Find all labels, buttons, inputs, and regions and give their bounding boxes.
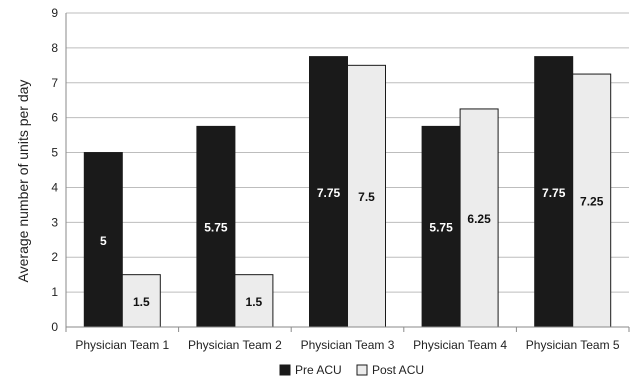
bar-post-acu — [347, 64, 386, 328]
x-tick-label: Physician Team 1 — [75, 338, 169, 352]
y-tick-label: 2 — [51, 250, 58, 264]
bar-pre-acu — [83, 152, 123, 328]
y-tick-label: 0 — [51, 320, 58, 334]
data-label: 1.5 — [133, 295, 150, 309]
bar-post-acu — [121, 274, 161, 328]
x-tick-label: Physician Team 5 — [526, 338, 620, 352]
bars: 5 1.5 5.75 1.5 7.75 7.5 5.75 6.25 7.75 7.25 — [83, 56, 612, 328]
x-tick-label: Physician Team 4 — [413, 338, 507, 352]
legend-label-pre-acu: Pre ACU — [295, 363, 342, 377]
data-label: 1.5 — [246, 295, 263, 309]
bar-pre-acu — [534, 56, 574, 328]
data-label: 7.75 — [542, 186, 566, 200]
y-tick-label: 7 — [51, 76, 58, 90]
data-label: 6.25 — [467, 212, 491, 226]
legend-swatch-pre-acu — [279, 364, 291, 376]
data-label: 5.75 — [429, 221, 453, 235]
y-tick-label: 9 — [51, 6, 58, 20]
y-tick-label: 8 — [51, 41, 58, 55]
legend-swatch-post-acu — [356, 364, 368, 376]
bar-post-acu — [234, 274, 274, 328]
bar-post-acu — [459, 108, 499, 328]
legend-label-post-acu: Post ACU — [372, 363, 424, 377]
bar-pre-acu — [309, 56, 348, 328]
y-tick-label: 6 — [51, 111, 58, 125]
data-label: 5.75 — [204, 221, 228, 235]
y-tick-label: 3 — [51, 215, 58, 229]
legend: Pre ACU Post ACU — [279, 363, 424, 377]
data-label: 7.25 — [580, 195, 604, 209]
x-tick-label: Physician Team 3 — [301, 338, 395, 352]
y-tick-label: 5 — [51, 146, 58, 160]
y-axis-label: Average number of units per day — [15, 80, 31, 283]
bar-pre-acu — [421, 125, 461, 328]
data-label: 7.75 — [317, 186, 341, 200]
x-axis: Physician Team 1 Physician Team 2 Physicia… — [65, 326, 630, 352]
x-tick-label: Physician Team 2 — [188, 338, 282, 352]
y-tick-label: 1 — [51, 285, 58, 299]
data-label: 5 — [100, 234, 107, 248]
y-tick-label: 4 — [51, 180, 58, 194]
data-label: 7.5 — [358, 190, 375, 204]
y-axis: 0 1 2 3 4 5 6 7 8 9 — [51, 6, 67, 334]
bar-post-acu — [572, 73, 612, 328]
